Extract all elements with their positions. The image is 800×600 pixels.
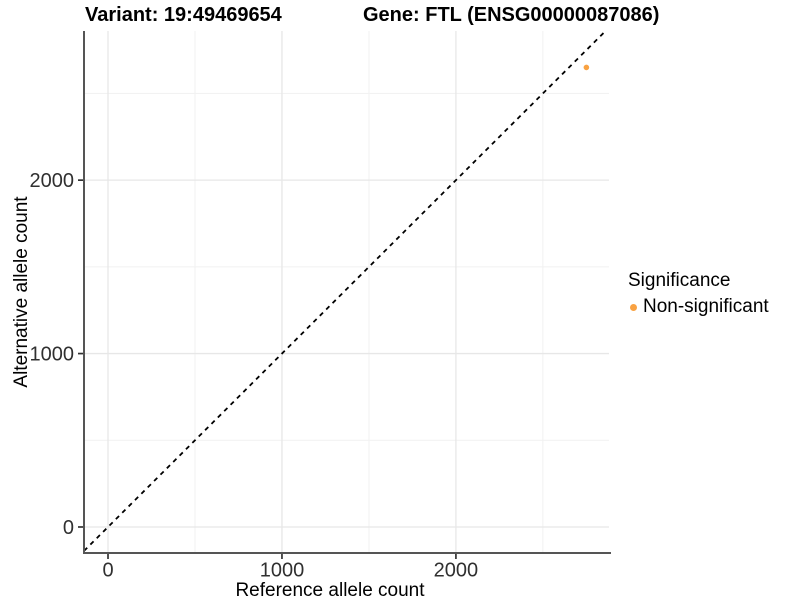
legend-title: Significance: [628, 270, 731, 291]
y-tick-label: 1000: [30, 344, 75, 366]
y-tick-label: 2000: [30, 170, 75, 192]
y-axis-title: Alternative allele count: [11, 196, 32, 388]
legend: Significance Non-significant: [626, 270, 769, 319]
plot-title-variant: Variant: 19:49469654: [85, 4, 282, 26]
data-point: [583, 64, 590, 71]
legend-marker-circle-icon: [630, 303, 637, 311]
x-tick-label: 2000: [434, 560, 479, 582]
plot-title-gene: Gene: FTL (ENSG00000087086): [363, 4, 660, 26]
x-axis-title: Reference allele count: [235, 580, 425, 600]
x-tick-label: 0: [102, 560, 113, 582]
x-tick-label: 1000: [260, 560, 305, 582]
y-tick-label: 0: [63, 517, 74, 539]
identity-line: [83, 30, 607, 552]
legend-item-label: Non-significant: [643, 296, 769, 317]
legend-item-non-significant: Non-significant: [626, 295, 769, 319]
